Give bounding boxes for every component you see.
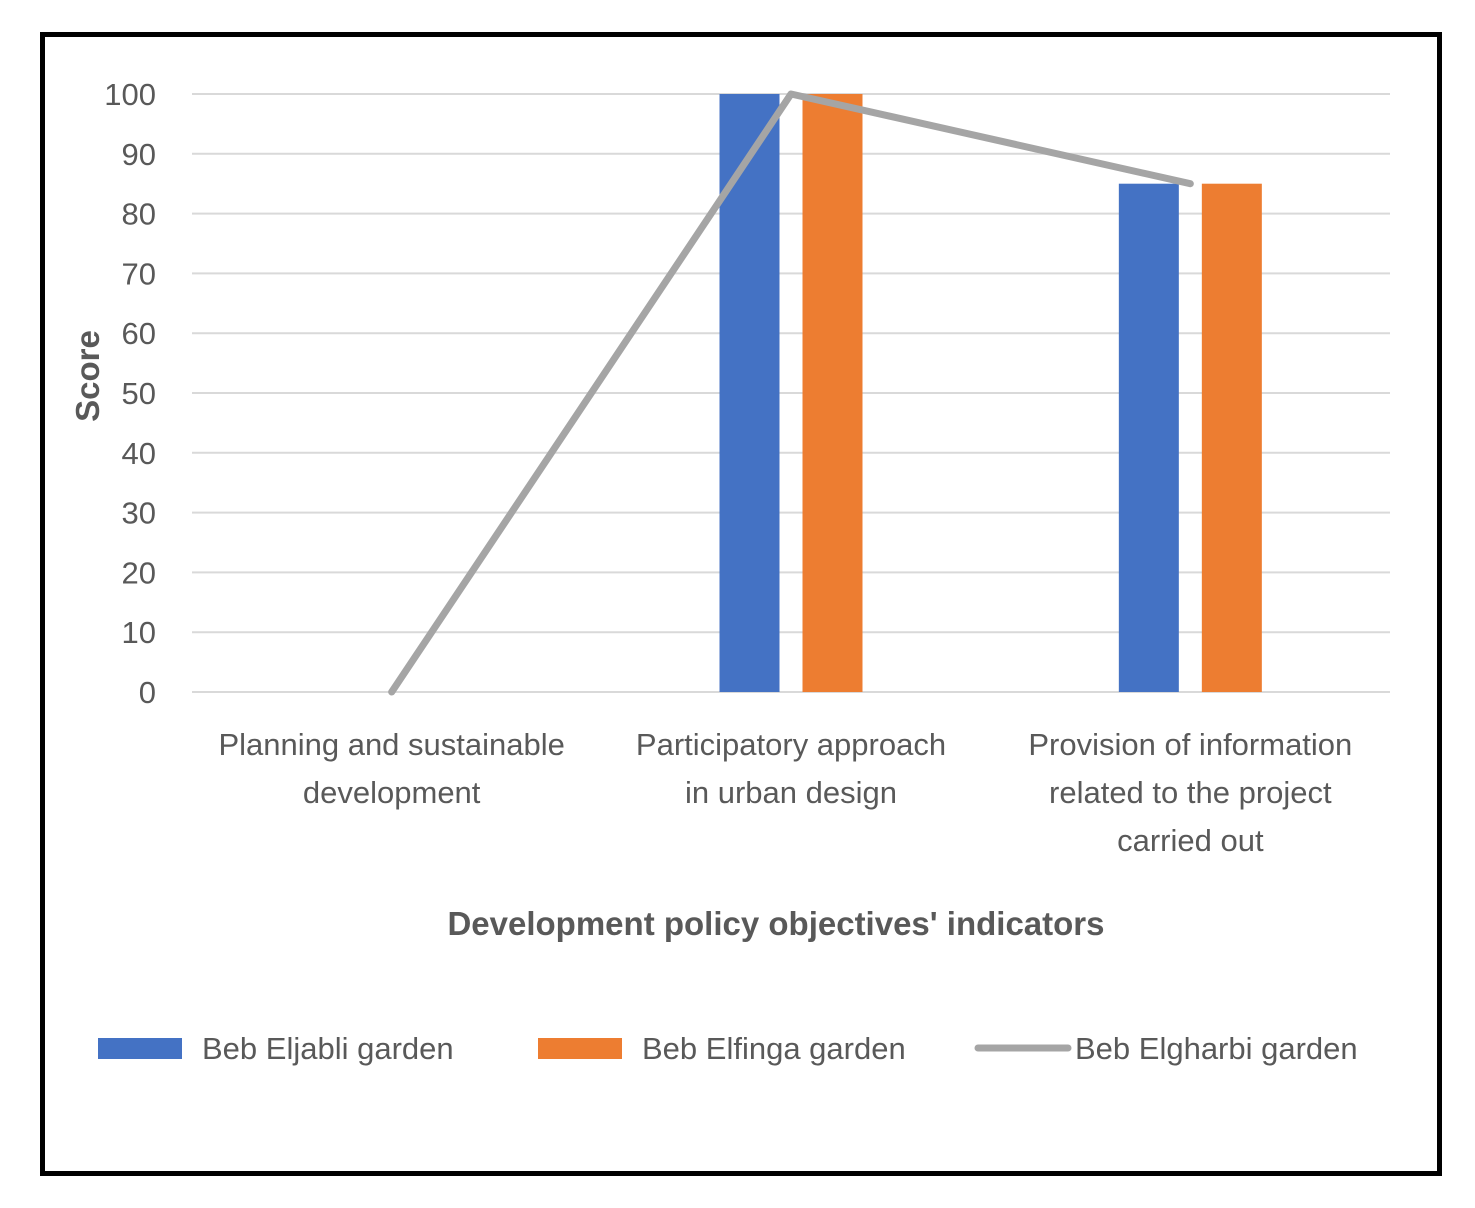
line-series [388,90,1194,696]
bar-beb-eljabli-garden [719,94,780,692]
y-tick-label: 0 [139,675,156,710]
line-beb-elgharbi-garden [388,90,1194,696]
x-category-label: Participatory approach in urban design [636,727,946,810]
x-axis-title: Development policy objectives' indicator… [447,905,1104,942]
bar-beb-elfinga-garden [1201,183,1262,692]
x-category-line: Participatory approach [636,727,946,762]
y-tick-label: 90 [122,137,156,172]
legend-swatch-beb-eljabli-garden [98,1038,182,1059]
y-tick-label: 70 [122,256,156,291]
y-tick-label: 10 [122,615,156,650]
legend: Beb Eljabli garden Beb Elfinga garden Beb … [98,1031,1358,1066]
y-axis-title: Score [69,330,106,422]
y-tick-label: 100 [104,77,156,112]
bar-beb-elfinga-garden [802,94,863,692]
x-category-label: Provision of information related to the p… [1028,727,1352,858]
y-tick-label: 30 [122,496,156,531]
y-tick-label: 60 [122,316,156,351]
y-tick-label: 20 [122,555,156,590]
y-tick-label: 40 [122,436,156,471]
legend-label-beb-eljabli-garden: Beb Eljabli garden [202,1031,454,1066]
y-tick-label: 80 [122,197,156,232]
x-category-line: in urban design [685,775,897,810]
x-category-line: Planning and sustainable [218,727,564,762]
x-category-line: Provision of information [1028,727,1352,762]
bar-beb-eljabli-garden [1118,183,1179,692]
legend-label-beb-elgharbi-garden: Beb Elgharbi garden [1075,1031,1358,1066]
y-tick-label: 50 [122,376,156,411]
legend-label-beb-elfinga-garden: Beb Elfinga garden [642,1031,906,1066]
x-category-label: Planning and sustainable development [218,727,564,810]
legend-swatch-beb-elfinga-garden [538,1038,622,1059]
x-axis-categories: Planning and sustainable development Parti… [218,727,1352,858]
y-axis-ticks: 0 10 20 30 40 50 60 70 80 90 100 [104,77,156,710]
x-category-line: related to the project [1049,775,1332,810]
bars [719,94,1262,692]
x-category-line: development [303,775,481,810]
x-category-line: carried out [1117,823,1264,858]
